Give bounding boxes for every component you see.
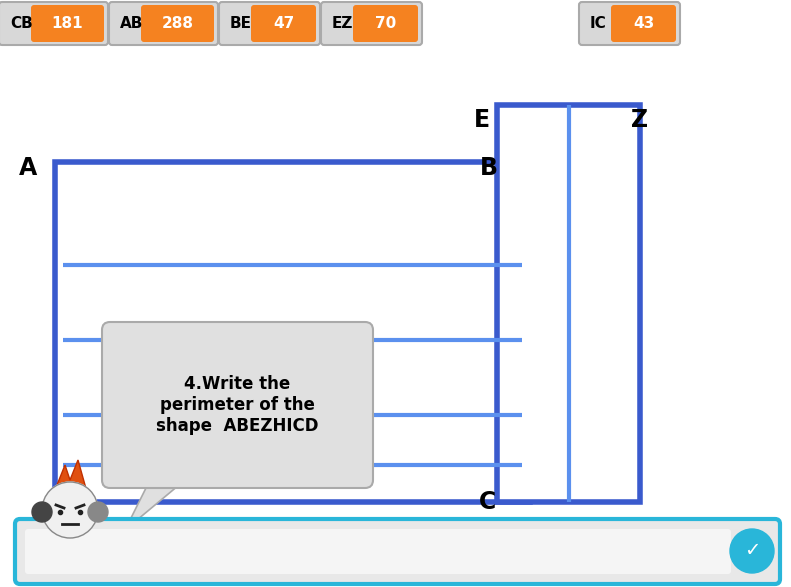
Text: 288: 288: [161, 16, 194, 31]
Text: 43: 43: [633, 16, 654, 31]
Text: AB: AB: [120, 16, 143, 31]
Polygon shape: [125, 480, 185, 530]
FancyBboxPatch shape: [251, 5, 316, 42]
FancyBboxPatch shape: [321, 2, 422, 45]
FancyBboxPatch shape: [25, 529, 731, 574]
Text: C: C: [479, 490, 496, 514]
FancyBboxPatch shape: [0, 2, 108, 45]
Text: 70: 70: [375, 16, 396, 31]
Text: 181: 181: [51, 16, 83, 31]
Text: A: A: [19, 156, 37, 180]
Text: CB: CB: [10, 16, 32, 31]
FancyBboxPatch shape: [102, 322, 373, 488]
Text: E: E: [474, 108, 490, 132]
Text: 47: 47: [273, 16, 294, 31]
Circle shape: [32, 502, 52, 522]
Text: IC: IC: [590, 16, 607, 31]
Circle shape: [88, 502, 108, 522]
Text: ✓: ✓: [744, 541, 760, 561]
FancyBboxPatch shape: [15, 519, 780, 584]
Text: Z: Z: [631, 108, 649, 132]
FancyBboxPatch shape: [579, 2, 680, 45]
Text: EZ: EZ: [332, 16, 354, 31]
Text: B: B: [480, 156, 498, 180]
Text: 4.Write the
perimeter of the
shape  ABEZHICD: 4.Write the perimeter of the shape ABEZH…: [157, 375, 319, 435]
FancyBboxPatch shape: [141, 5, 214, 42]
Text: BE: BE: [230, 16, 252, 31]
FancyBboxPatch shape: [109, 2, 218, 45]
FancyBboxPatch shape: [497, 105, 640, 502]
FancyBboxPatch shape: [353, 5, 418, 42]
Polygon shape: [55, 460, 88, 495]
FancyBboxPatch shape: [219, 2, 320, 45]
FancyBboxPatch shape: [611, 5, 676, 42]
Circle shape: [730, 529, 774, 573]
FancyBboxPatch shape: [55, 162, 530, 502]
FancyBboxPatch shape: [31, 5, 104, 42]
Circle shape: [42, 482, 98, 538]
